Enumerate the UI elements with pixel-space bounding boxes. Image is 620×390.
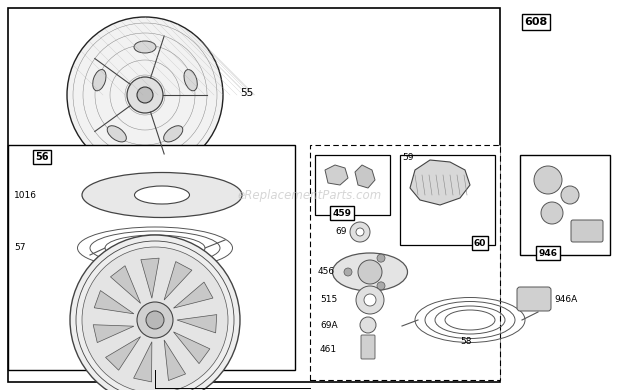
FancyBboxPatch shape [571,220,603,242]
Text: 69A: 69A [320,321,338,330]
Ellipse shape [135,186,190,204]
FancyBboxPatch shape [315,155,390,215]
Ellipse shape [134,41,156,53]
FancyBboxPatch shape [400,155,495,245]
Circle shape [350,222,370,242]
Text: 59: 59 [402,154,414,163]
Polygon shape [325,165,348,185]
Text: 459: 459 [332,209,352,218]
Ellipse shape [332,253,407,291]
Ellipse shape [107,126,126,142]
Polygon shape [355,165,375,188]
Circle shape [146,311,164,329]
Circle shape [127,77,163,113]
FancyBboxPatch shape [361,335,375,359]
Ellipse shape [164,126,183,142]
Ellipse shape [93,69,106,91]
Polygon shape [110,266,141,303]
Polygon shape [164,262,192,300]
Polygon shape [410,160,470,205]
Polygon shape [177,315,217,333]
Text: 946A: 946A [554,296,577,305]
Circle shape [534,166,562,194]
Text: 69: 69 [335,227,347,236]
Circle shape [137,302,173,338]
Polygon shape [164,340,185,381]
Text: 58: 58 [460,337,471,346]
Text: 56: 56 [35,152,49,162]
Text: 515: 515 [320,296,337,305]
Ellipse shape [205,179,225,191]
Circle shape [202,164,214,176]
Circle shape [137,87,153,103]
Text: 57: 57 [14,243,25,252]
Ellipse shape [82,172,242,218]
Text: eReplacementParts.com: eReplacementParts.com [238,188,382,202]
Circle shape [360,317,376,333]
Circle shape [364,294,376,306]
FancyBboxPatch shape [520,155,610,255]
Circle shape [356,286,384,314]
Polygon shape [174,332,210,363]
FancyBboxPatch shape [89,183,201,201]
Polygon shape [141,258,159,298]
Text: 60: 60 [474,239,486,248]
FancyBboxPatch shape [8,8,500,382]
Polygon shape [133,342,152,382]
Circle shape [344,268,352,276]
FancyBboxPatch shape [310,145,500,380]
Circle shape [67,17,223,173]
Text: 55: 55 [240,88,253,98]
Ellipse shape [65,179,85,191]
Circle shape [356,228,364,236]
Polygon shape [93,325,134,342]
FancyBboxPatch shape [517,287,551,311]
Circle shape [358,260,382,284]
Polygon shape [105,337,141,370]
Text: 608: 608 [525,17,547,27]
Text: 946: 946 [539,248,557,257]
Text: 1016: 1016 [14,190,37,200]
Circle shape [377,282,385,290]
Circle shape [70,235,240,390]
Text: 461: 461 [320,346,337,355]
Text: 456: 456 [318,268,335,277]
Circle shape [82,247,228,390]
Polygon shape [174,282,213,308]
Polygon shape [94,291,134,314]
Circle shape [561,186,579,204]
Circle shape [541,202,563,224]
Ellipse shape [184,69,197,91]
FancyBboxPatch shape [8,145,295,370]
Circle shape [76,164,88,176]
Circle shape [377,254,385,262]
